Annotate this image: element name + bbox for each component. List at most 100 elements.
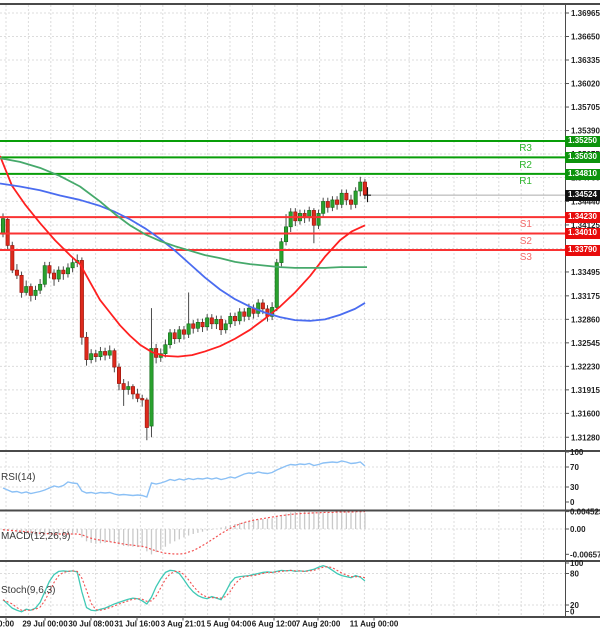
price-tick-label: 1.33175: [571, 292, 600, 301]
price-badge-s1: 1.34230: [565, 211, 600, 223]
price-tick-label: 1.36650: [571, 33, 600, 42]
candle-down: [325, 201, 330, 208]
price-tick-label: 1.35705: [571, 103, 600, 112]
candle-down: [362, 181, 367, 196]
macd-histogram: [2, 511, 366, 555]
last-price-marker: [364, 187, 371, 203]
resistance-label-r2: R2: [519, 159, 532, 171]
indicator-tick-label: 0.00: [570, 525, 586, 534]
candle-up: [214, 319, 219, 325]
price-tick-label: 1.31600: [571, 409, 600, 418]
candle-up: [288, 211, 293, 228]
ma-fast-red: [0, 155, 366, 358]
candle-up: [186, 323, 191, 335]
candle-up: [149, 348, 154, 427]
resistance-label-r1: R1: [519, 176, 532, 187]
candle-up: [353, 190, 358, 205]
candle-up: [107, 350, 112, 356]
candle-down: [79, 260, 84, 338]
indicator-tick-label: 80: [570, 570, 579, 579]
time-axis-labels: 0:00 29 Jul 00:00 30 Jul 08:00 31 Jul 16:00…: [0, 617, 399, 629]
time-tick-label: 11 Aug 00:00: [350, 620, 399, 629]
panel-borders: [0, 3, 600, 618]
price-tick-label: 1.32860: [571, 315, 600, 324]
price-tick-label: 1.33495: [571, 268, 600, 277]
candle-down: [84, 336, 89, 360]
price-tick-label: 1.32545: [571, 339, 600, 348]
candle-down: [103, 351, 108, 356]
candle-down: [10, 245, 15, 271]
candle-up: [279, 241, 284, 263]
candle-down: [5, 219, 10, 246]
time-tick-label: 3 Aug 21:01: [161, 620, 206, 629]
time-tick-label: 0:00: [0, 620, 15, 629]
indicator-tick-label: 20: [570, 601, 579, 610]
candle-up: [237, 311, 242, 322]
price-tick-label: 1.36335: [571, 56, 600, 65]
time-tick-label: 5 Aug 04:00: [207, 620, 252, 629]
indicator-tick-label: 100: [570, 559, 584, 568]
candle-up: [195, 322, 200, 329]
candle-up: [42, 265, 47, 285]
candle-up: [98, 351, 103, 357]
candle-down: [219, 319, 224, 331]
support-resistance-lines: [0, 139, 565, 251]
candle-down: [61, 269, 66, 275]
candle-down: [144, 399, 149, 428]
candle-down: [344, 192, 349, 201]
price-tick-label: 1.31915: [571, 386, 600, 395]
indicator-tick-label: 100: [570, 448, 584, 457]
rsi-line: [2, 460, 366, 498]
price-tick-label: 1.34125: [571, 221, 600, 230]
time-tick-label: 6 Aug 12:00: [252, 620, 297, 629]
candle-up: [56, 269, 61, 280]
candle-down: [52, 272, 57, 280]
candle-up: [256, 302, 261, 314]
candle-down: [260, 302, 265, 310]
price-tick-label: 1.36965: [571, 9, 600, 18]
candle-down: [209, 317, 214, 325]
candle-down: [200, 322, 205, 328]
candle-up: [0, 218, 6, 235]
support-label-s3: S3: [519, 252, 532, 263]
price-badge-s3: 1.33790: [565, 244, 600, 256]
ma-slow-green: [0, 157, 367, 269]
price-tick-label: 1.35390: [571, 127, 600, 136]
candle-down: [233, 316, 238, 322]
candle-up: [205, 317, 210, 328]
grid: [0, 5, 565, 616]
candle-up: [358, 181, 363, 192]
candle-up: [126, 386, 131, 390]
candle-down: [112, 350, 117, 368]
price-tick-label: 1.32230: [571, 362, 600, 371]
candle-up: [70, 262, 75, 269]
price-tick-label: 1.36020: [571, 80, 600, 89]
price-badge-r3: 1.35250: [565, 135, 600, 147]
indicator-tick-label: 30: [570, 483, 579, 492]
candle-up: [274, 262, 279, 308]
candle-down: [335, 199, 340, 205]
candle-down: [28, 286, 33, 296]
candle-down: [172, 332, 177, 340]
candle-down: [348, 199, 353, 205]
candle-up: [33, 289, 38, 296]
price-tick-label: 1.31280: [571, 433, 600, 442]
support-label-s2: S2: [519, 235, 532, 247]
time-tick-label: 30 Jul 08:00: [68, 620, 114, 629]
indicator-tick-label: 70: [570, 463, 579, 472]
moving-averages: [0, 155, 367, 358]
candle-down: [181, 329, 186, 335]
candle-up: [330, 199, 335, 208]
candle-down: [140, 398, 145, 401]
time-tick-label: 31 Jul 16:00: [114, 620, 160, 629]
candlesticks: [0, 176, 367, 441]
resistance-label-r3: R3: [519, 143, 532, 154]
candle-down: [19, 275, 24, 293]
candle-down: [242, 311, 247, 317]
price-badge-s2: 1.34010: [565, 228, 600, 239]
candle-up: [38, 283, 43, 291]
price-tick-label: 1.34440: [571, 197, 600, 206]
price-badge-r1: 1.34810: [565, 168, 600, 180]
stoch-lines: [2, 564, 366, 613]
